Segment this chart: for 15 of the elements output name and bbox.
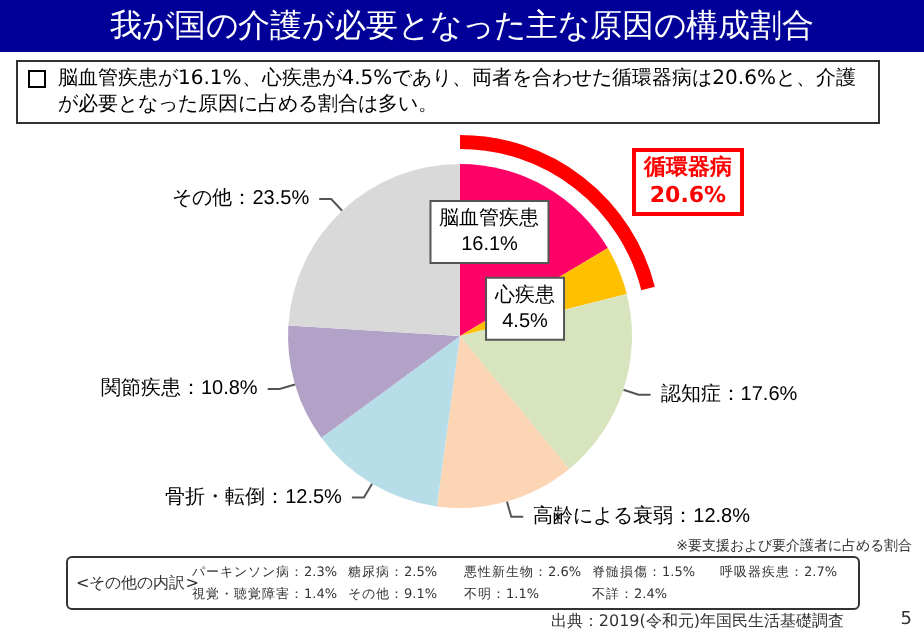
slice-label: 認知症：17.6% [660,381,798,406]
text: 循環器病 [644,154,732,182]
data-label: 4.5% [502,310,549,333]
text: 5 [900,610,912,630]
source-note: 出典：2019(令和元)年国民生活基礎調査 [550,610,844,632]
slice-label: 脳血管疾患 [439,206,540,231]
slice-label: 骨折・転倒：12.5% [165,484,343,509]
slice-label: 関節疾患：10.8% [100,376,258,401]
slice-label: その他：23.5% [172,186,310,211]
slice-label: 高齢による衰弱：12.8% [533,503,751,528]
data-label: 16.1% [461,234,519,257]
slice-label: 心疾患 [493,282,556,307]
text: 20.6% [647,182,729,210]
chart-subtitle: 脳血管疾患が16.1%、心疾患が4.5%であり、両者を合わせた循環器病は20.6%と、介護が必要となった原因に占める割合は多い。 [58,68,856,116]
chart-title: 我が国の介護が必要となった主な原因の構成割合 [0,0,924,52]
